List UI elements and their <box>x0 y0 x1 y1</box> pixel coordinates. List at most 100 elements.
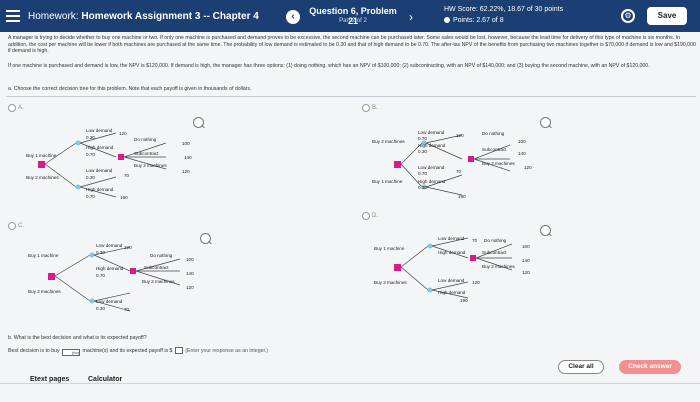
tree-label: Do nothing <box>150 253 173 258</box>
tree-value: 120 <box>522 270 530 275</box>
tree-label: 0.30 <box>418 149 427 154</box>
tree-label: Buy 2 machines <box>374 280 407 285</box>
zoom-magnifier-icon[interactable] <box>193 117 204 128</box>
save-button[interactable]: Save <box>647 7 687 25</box>
tree-value: 100 <box>522 244 530 249</box>
check-answer-button[interactable]: Check answer <box>619 360 681 374</box>
tree-label: 0.70 <box>86 194 95 199</box>
homework-prefix: Homework: <box>28 11 79 22</box>
decision-node <box>394 161 401 168</box>
tree-label: Subcontract <box>482 250 507 255</box>
tree-value: 70 <box>124 307 130 312</box>
expected-payoff-input[interactable] <box>174 347 183 354</box>
tree-label: 0.70 <box>418 171 427 176</box>
tree-label: High demand <box>438 290 466 295</box>
option-c-radio[interactable] <box>8 222 16 230</box>
tree-value: 120 <box>119 131 127 136</box>
tree-value: 140 <box>184 155 192 160</box>
option-d-radio[interactable] <box>362 212 370 220</box>
tree-label: 0.30 <box>86 175 95 180</box>
chance-node <box>75 140 81 146</box>
tree-label: 0.30 <box>418 185 427 190</box>
tree-label: Low demand <box>86 168 113 173</box>
zoom-magnifier-icon[interactable] <box>200 233 211 244</box>
decision-node <box>38 161 45 168</box>
tree-value: 70 <box>124 173 130 178</box>
decision-node <box>394 264 401 271</box>
instruction-text: a. Choose the correct decision tree for … <box>8 86 252 92</box>
part-b-question: b. What is the best decision and what is… <box>8 335 147 341</box>
next-question-button[interactable]: › <box>409 10 413 24</box>
option-b-letter: B. <box>372 105 378 111</box>
etext-pages-link[interactable]: Etext pages <box>30 376 70 383</box>
option-a-radio[interactable] <box>8 104 16 112</box>
tree-label: High demand <box>418 143 446 148</box>
previous-question-button[interactable]: ‹ <box>286 10 300 24</box>
hw-score: HW Score: 62.22%, 18.67 of 30 points <box>444 6 564 13</box>
decision-node <box>48 273 55 280</box>
menu-icon[interactable] <box>6 10 20 22</box>
points: Points: 2.67 of 8 <box>444 17 504 24</box>
settings-gear-icon[interactable]: ⚙ <box>621 9 635 23</box>
decision-tree-b: Buy 2 machines Buy 1 machine Low demand … <box>370 125 570 205</box>
answer-mid: machine(s) and its expected payoff is $ <box>82 348 173 354</box>
tree-value: 190 <box>460 298 468 303</box>
tree-value: 100 <box>518 139 526 144</box>
chance-node <box>427 243 433 249</box>
tree-label: 0.70 <box>96 273 105 278</box>
option-a-letter: A. <box>18 105 24 111</box>
option-b-radio[interactable] <box>362 104 370 112</box>
machine-count-select[interactable]: (no) <box>62 349 81 356</box>
tree-value: 120 <box>456 133 464 138</box>
tree-value: 190 <box>458 194 466 199</box>
tree-label: Buy 1 machine <box>28 253 59 258</box>
tree-label: 0.70 <box>86 152 95 157</box>
tree-label: Buy 2 machines <box>482 161 515 166</box>
tree-label: Buy 2 machines <box>482 264 515 269</box>
tree-label: Low demand <box>96 243 123 248</box>
tree-label: Buy 2 machines <box>134 163 167 168</box>
tree-label: Subcontract <box>482 147 507 152</box>
points-text: Points: 2.67 of 8 <box>453 17 504 24</box>
footer-divider <box>0 383 700 384</box>
tree-label: Do nothing <box>484 238 507 243</box>
option-d-letter: D. <box>372 213 378 219</box>
tree-label: High demand <box>96 266 124 271</box>
divider <box>6 96 696 97</box>
tree-value: 100 <box>182 141 190 146</box>
chance-node <box>421 184 427 190</box>
option-c-letter: C. <box>18 223 24 229</box>
tree-label: Low demand <box>96 299 123 304</box>
tree-label: Buy 2 machines <box>142 279 175 284</box>
decision-node <box>118 154 124 160</box>
chance-node <box>89 298 95 304</box>
tree-label: High demand <box>86 145 114 150</box>
problem-paragraph-2: If one machine is purchased and demand i… <box>8 63 650 69</box>
answer-hint: (Enter your response as an integer.) <box>185 348 269 354</box>
tree-label: 0.30 <box>86 135 95 140</box>
tree-value: 140 <box>518 151 526 156</box>
zoom-magnifier-icon[interactable] <box>540 225 551 236</box>
calculator-link[interactable]: Calculator <box>88 376 123 383</box>
clear-all-button[interactable]: Clear all <box>558 360 604 374</box>
tree-label: Buy 2 machines <box>26 175 59 180</box>
zoom-magnifier-icon[interactable] <box>540 117 551 128</box>
tree-label: Low demand <box>86 128 113 133</box>
tree-label: Low demand <box>438 278 465 283</box>
tree-label: High demand <box>86 187 114 192</box>
tree-value: 120 <box>182 169 190 174</box>
tree-label: 0.30 <box>96 250 105 255</box>
chance-node <box>75 184 81 190</box>
tree-value: 70 <box>456 169 462 174</box>
part-b-answer-line: Best decision is to buy (no) machine(s) … <box>8 347 268 356</box>
chance-node <box>89 252 95 258</box>
tree-label: Subcontract <box>144 265 169 270</box>
tree-label: Buy 2 machines <box>372 139 405 144</box>
question-part: Part 2 of 2 <box>339 18 367 24</box>
tree-label: Buy 1 machine <box>26 153 57 158</box>
tree-label: Low demand <box>418 130 445 135</box>
tree-label: 0.30 <box>96 306 105 311</box>
question-title: Question 6, Problem 21 <box>309 6 397 26</box>
top-bar: Homework: Homework Assignment 3 -- Chapt… <box>0 0 700 32</box>
decision-tree-d: Buy 1 machine Buy 2 machines Low demand … <box>370 232 570 312</box>
